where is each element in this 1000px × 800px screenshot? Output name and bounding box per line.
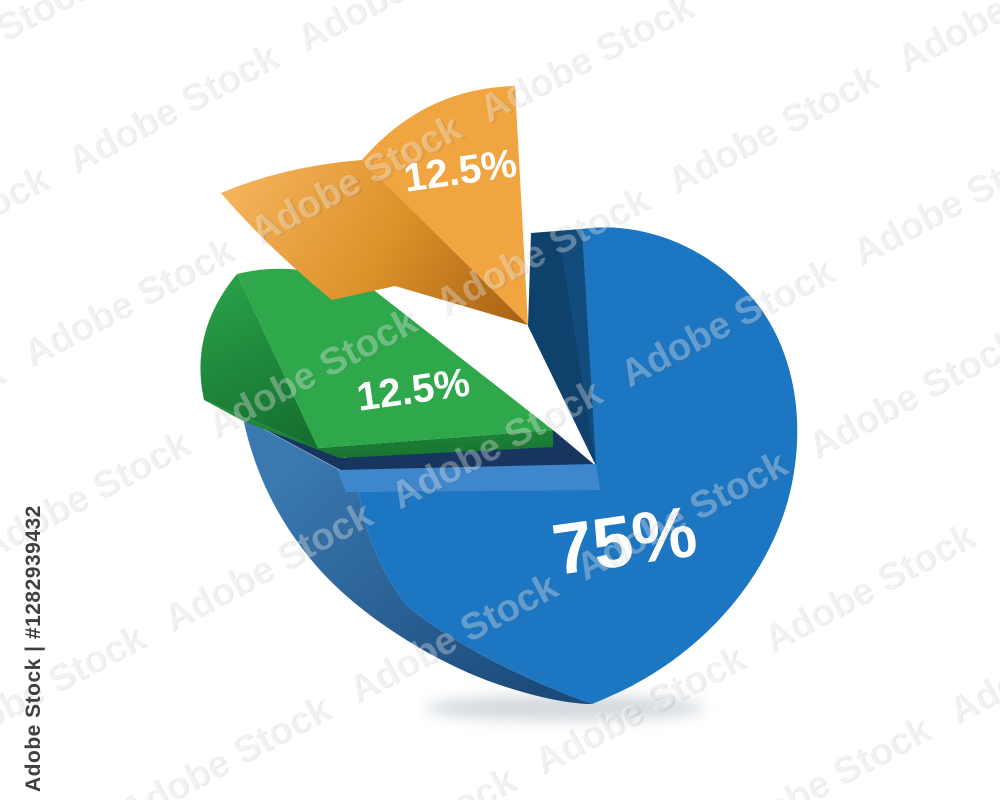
watermark-text: Adobe Stock	[844, 127, 1000, 274]
watermark-text-shadow: Adobe Stock	[0, 351, 13, 498]
watermark-text: Adobe Stock	[296, 758, 522, 800]
watermark-text-shadow: Adobe Stock	[898, 780, 1000, 800]
blue-cut-face	[337, 464, 600, 492]
watermark-text: Adobe Stock	[984, 392, 1000, 539]
watermark-text-shadow: Adobe Stock	[705, 0, 931, 10]
watermark-credit: Adobe Stock | #1282939432	[22, 505, 45, 792]
blue-slice-side-wall	[243, 418, 592, 704]
blue-slice-label: 75%	[548, 492, 702, 591]
watermark-text: Adobe Stock	[940, 586, 1000, 733]
watermark-text: Adobe Stock	[710, 708, 936, 800]
ground-shadow	[425, 695, 705, 721]
green-slice-front	[204, 400, 553, 458]
watermark-text: Adobe Stock	[896, 779, 1000, 800]
orange-slice-top	[362, 86, 528, 325]
green-slice-top	[237, 268, 553, 448]
green-slice-rim	[200, 274, 318, 448]
watermark-text: Adobe Stock	[799, 321, 1000, 468]
watermark-text: Adobe Stock	[0, 0, 99, 110]
notch-wall-vertical-light	[558, 229, 596, 466]
blue-slice-top	[358, 227, 798, 705]
watermark-text: Adobe Stock	[473, 0, 699, 131]
watermark-text: Adobe Stock	[755, 514, 981, 661]
orange-slice-side	[221, 160, 528, 325]
watermark-text: Adobe Stock	[288, 0, 514, 59]
watermark-text: Adobe Stock	[58, 35, 284, 182]
watermark-text: Adobe Stock	[658, 56, 884, 203]
notch-wall-floor	[242, 417, 596, 472]
